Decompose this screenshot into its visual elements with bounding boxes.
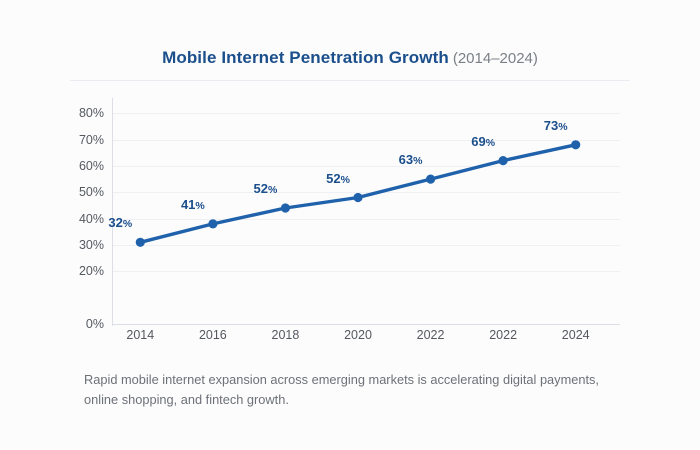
gridline	[112, 192, 620, 194]
chart-title-subtitle: (2014–2024)	[452, 50, 538, 67]
x-axis-tick-label: 2018	[271, 328, 300, 342]
y-axis-line	[112, 98, 113, 326]
chart-title: Mobile Internet Penetration Growth (2014–…	[0, 48, 700, 68]
x-axis-tick-label: 2014	[126, 328, 155, 342]
x-axis-tick-label: 2022	[416, 328, 445, 342]
y-axis-tick-label: 20%	[78, 264, 104, 279]
title-divider	[70, 80, 630, 81]
gridline	[112, 324, 620, 325]
gridline	[112, 139, 620, 141]
gridline	[112, 271, 620, 273]
data-point-label: 41%	[180, 196, 205, 212]
y-axis-tick-label: 50%	[78, 185, 104, 200]
data-point-label: 52%	[253, 181, 278, 197]
gridline	[112, 165, 620, 167]
y-axis-tick-label: 0%	[85, 317, 104, 331]
data-point-marker	[135, 237, 145, 247]
data-point-marker	[208, 219, 218, 229]
y-axis-tick-label: 60%	[78, 158, 104, 173]
data-point-label: 73%	[543, 117, 568, 133]
plot-area	[112, 100, 620, 325]
gridline	[112, 113, 620, 115]
y-axis-tick-label: 80%	[78, 106, 104, 121]
x-axis-tick-label: 2024	[561, 328, 590, 342]
chart-caption: Rapid mobile internet expansion across e…	[84, 372, 599, 407]
series-markers	[135, 140, 581, 247]
series-line-layer	[135, 140, 581, 247]
x-axis-tick-label: 2022	[489, 328, 518, 342]
data-point-marker	[280, 203, 290, 213]
y-axis-tick-label: 30%	[78, 237, 104, 252]
plot-region: 80% 70% 60% 50% 40% 30% 20% 0% 32% 41% 52% 52% 63% 6…	[0, 92, 700, 342]
data-point-label: 32%	[108, 215, 133, 231]
data-point-marker	[353, 192, 363, 203]
data-point-label: 63%	[398, 152, 423, 168]
gridline	[112, 244, 620, 246]
x-axis-tick-label: 2020	[344, 328, 372, 342]
data-point-marker	[426, 174, 436, 184]
data-point-marker	[498, 156, 508, 166]
data-point-label: 52%	[326, 170, 350, 186]
x-axis-labels: 2014 2016 2018 2020 2022 2022 2024	[0, 328, 700, 352]
y-axis-labels: 80% 70% 60% 50% 40% 30% 20% 0%	[0, 92, 104, 332]
x-axis-tick-label: 2016	[198, 328, 227, 342]
gridline	[112, 218, 620, 220]
data-point-label: 69%	[471, 133, 496, 149]
y-axis-tick-label: 40%	[78, 211, 104, 226]
chart-title-main: Mobile Internet Penetration Growth	[162, 48, 449, 67]
data-point-marker	[571, 140, 581, 150]
y-axis-tick-label: 70%	[78, 132, 104, 147]
